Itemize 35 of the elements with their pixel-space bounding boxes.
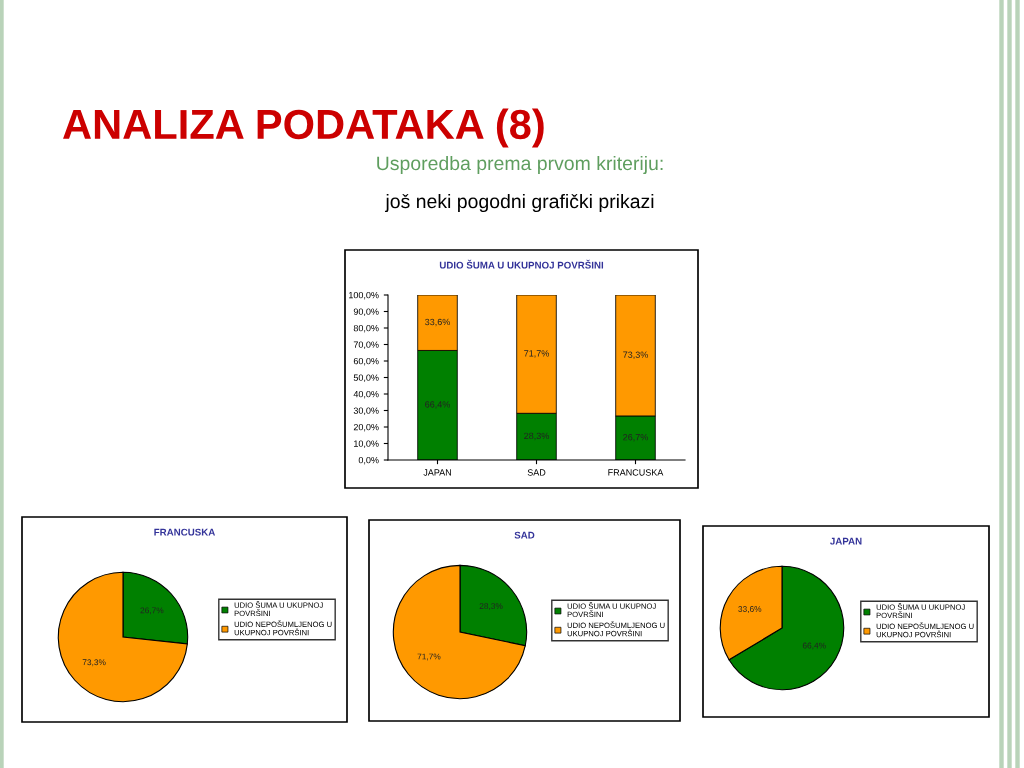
chart-title: JAPAN bbox=[830, 537, 862, 545]
y-tick-label: 80,0% bbox=[353, 324, 379, 333]
pie-slice bbox=[392, 564, 526, 700]
data-label: 28,3% bbox=[524, 432, 549, 441]
x-tick-label: JAPAN bbox=[423, 469, 451, 476]
data-label: 71,7% bbox=[524, 350, 549, 358]
y-tick-label: 50,0% bbox=[353, 374, 379, 382]
data-label: 33,6% bbox=[738, 606, 762, 613]
data-label: 66,4% bbox=[802, 642, 826, 650]
data-label: 66,4% bbox=[425, 401, 450, 409]
x-tick-label: FRANCUSKA bbox=[608, 469, 664, 476]
y-tick-label: 30,0% bbox=[353, 407, 379, 415]
x-tick-label: SAD bbox=[527, 469, 546, 476]
text: Usporedba prema prvom kriteriju: bbox=[377, 155, 663, 175]
data-label: 73,3% bbox=[82, 659, 106, 667]
y-tick-label: 70,0% bbox=[353, 341, 379, 349]
y-tick-label: 0,0% bbox=[358, 456, 379, 465]
y-tick-label: 60,0% bbox=[353, 357, 379, 366]
data-label: 26,7% bbox=[140, 607, 164, 615]
data-label: 26,7% bbox=[623, 434, 648, 442]
text: ANALIZA PODATAKA (8) bbox=[63, 108, 544, 148]
data-label: 28,3% bbox=[479, 603, 503, 611]
y-tick-label: 90,0% bbox=[353, 308, 379, 316]
y-tick-label: 40,0% bbox=[353, 390, 379, 399]
chart-title: SAD bbox=[514, 531, 535, 539]
data-label: 71,7% bbox=[417, 653, 441, 661]
data-label: 73,3% bbox=[623, 351, 648, 359]
y-tick-label: 20,0% bbox=[353, 423, 379, 432]
chart-title: UDIO ŠUMA U UKUPNOJ POVRŠINI bbox=[439, 259, 604, 269]
pie-slice bbox=[57, 571, 188, 703]
y-tick-label: 10,0% bbox=[354, 440, 379, 448]
y-tick-label: 100,0% bbox=[349, 291, 379, 300]
chart-title: FRANCUSKA bbox=[154, 528, 216, 536]
text: još neki pogodni grafički prikazi bbox=[384, 193, 654, 213]
data-label: 33,6% bbox=[425, 318, 450, 327]
